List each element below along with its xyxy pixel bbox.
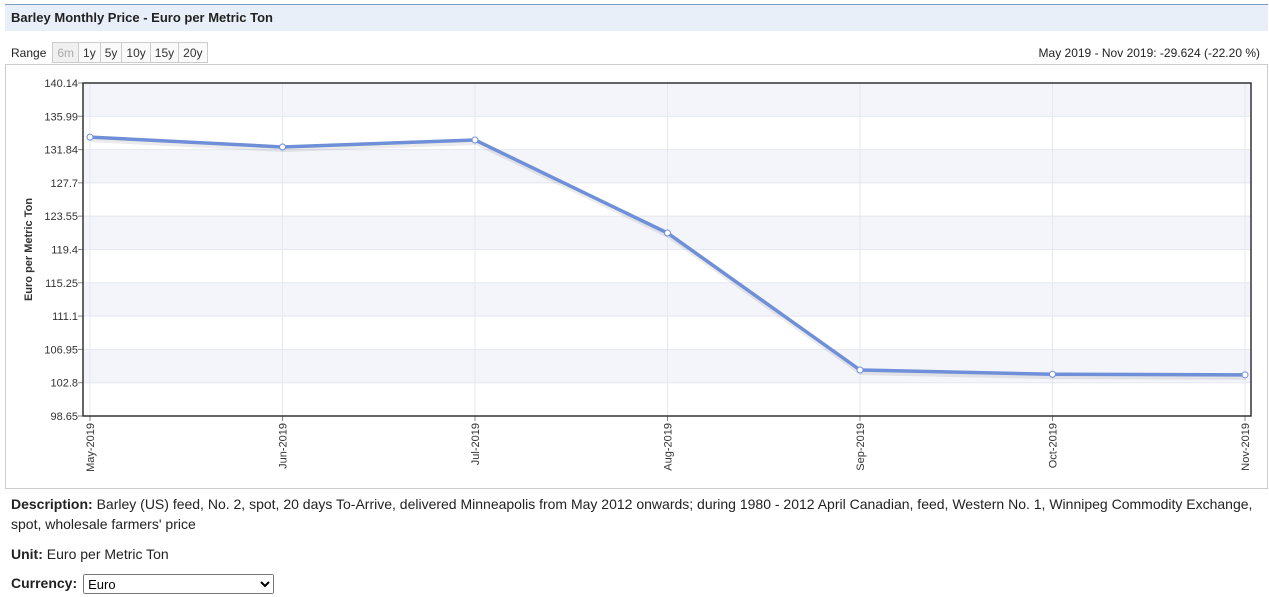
y-tick-label: 127.7 bbox=[50, 178, 78, 190]
range-button[interactable]: 20y bbox=[178, 42, 208, 63]
point bbox=[86, 133, 94, 141]
chart: 98.65 102.8 106.95 111.1 115.25 119.4 123.55 12… bbox=[5, 64, 1268, 489]
range-button[interactable]: 5y bbox=[99, 42, 123, 63]
description-label: Description: bbox=[11, 496, 93, 512]
y-tick-label: 115.25 bbox=[45, 278, 78, 290]
currency-label: Currency: bbox=[11, 575, 78, 591]
range-button[interactable]: 15y bbox=[149, 42, 180, 63]
point bbox=[1049, 370, 1056, 378]
x-tick-label: Jun-2019 bbox=[278, 423, 290, 469]
page-title: Barley Monthly Price - Euro per Metric T… bbox=[5, 4, 1268, 31]
y-tick-label: 111.1 bbox=[52, 311, 78, 323]
y-tick-label: 135.99 bbox=[44, 111, 78, 123]
point bbox=[1241, 371, 1249, 379]
y-tick-label: 123.55 bbox=[44, 211, 78, 223]
point bbox=[471, 136, 479, 144]
x-tick-label: Nov-2019 bbox=[1240, 423, 1252, 471]
range-label: Range bbox=[11, 45, 47, 60]
point bbox=[279, 143, 286, 151]
currency: Currency: Euro bbox=[11, 573, 1261, 595]
plot-frame bbox=[82, 82, 1252, 417]
unit-label: Unit: bbox=[11, 546, 43, 562]
range-button[interactable]: 10y bbox=[121, 42, 151, 63]
point bbox=[856, 366, 864, 374]
range-bar: Range 6m 1y 5y 10y 15y 20y bbox=[11, 42, 208, 63]
change-summary: May 2019 - Nov 2019: -29.624 (-22.20 %) bbox=[1038, 46, 1260, 60]
x-tick-label: Aug-2019 bbox=[663, 423, 675, 471]
description: Description: Barley (US) feed, No. 2, sp… bbox=[11, 494, 1261, 534]
y-tick-label: 140.14 bbox=[44, 78, 78, 90]
unit-text: Euro per Metric Ton bbox=[46, 546, 169, 562]
y-axis-title: Euro per Metric Ton bbox=[23, 198, 35, 301]
y-tick-label: 102.8 bbox=[50, 378, 78, 390]
unit: Unit: Euro per Metric Ton bbox=[11, 544, 1261, 564]
x-tick-label: May-2019 bbox=[85, 423, 97, 472]
x-tick-label: Sep-2019 bbox=[855, 423, 867, 471]
x-tick-label: Jul-2019 bbox=[470, 423, 482, 465]
range-button[interactable]: 6m bbox=[52, 42, 80, 63]
point bbox=[664, 229, 671, 237]
currency-select[interactable]: Euro bbox=[83, 574, 275, 595]
range-button[interactable]: 1y bbox=[78, 42, 101, 63]
y-tick-label: 98.65 bbox=[50, 411, 78, 423]
y-tick-label: 119.4 bbox=[51, 244, 78, 256]
y-tick-label: 131.84 bbox=[44, 145, 78, 157]
y-tick-label: 106.95 bbox=[44, 344, 78, 356]
x-tick-label: Oct-2019 bbox=[1048, 423, 1060, 468]
description-text: Barley (US) feed, No. 2, spot, 20 days T… bbox=[11, 496, 1253, 532]
